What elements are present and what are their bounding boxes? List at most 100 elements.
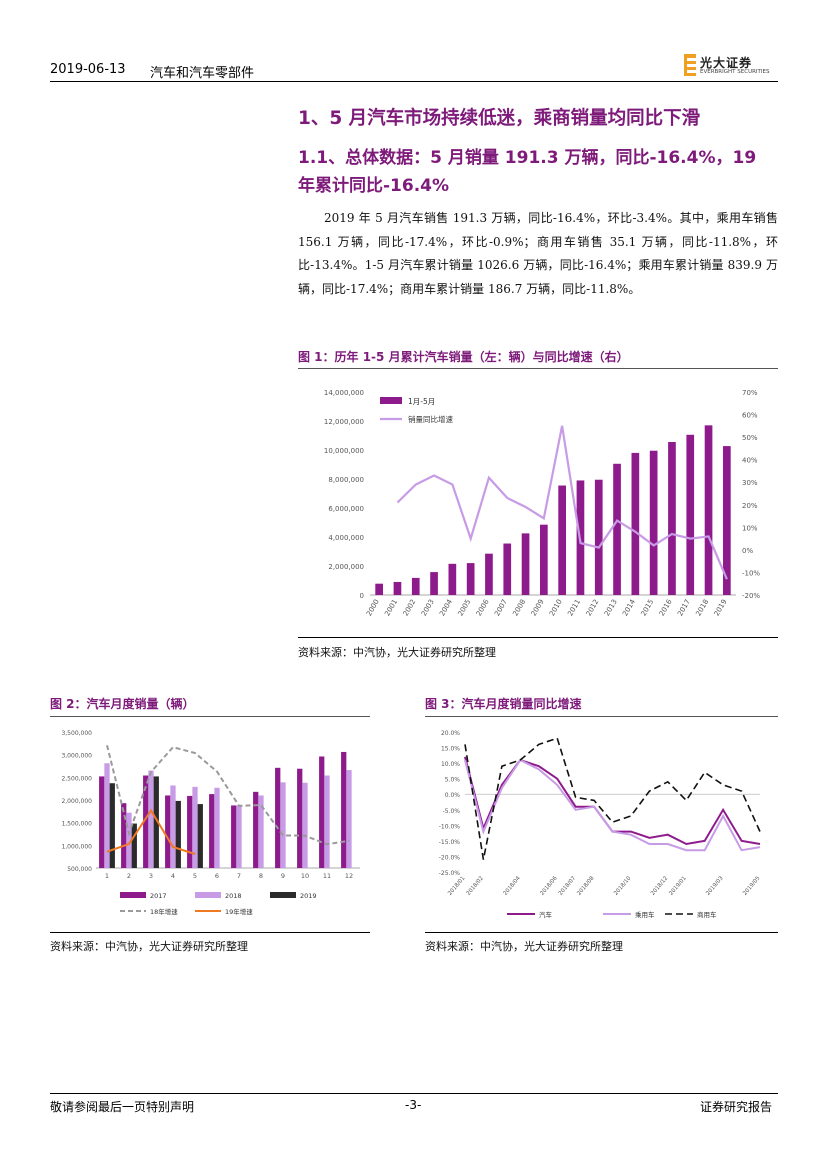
report-date: 2019-06-13 (50, 62, 126, 77)
bar (594, 479, 603, 595)
y-left-tick-label: 1,000,000 (61, 843, 92, 850)
figure-2-top-rule (50, 716, 370, 717)
bar (668, 442, 676, 595)
y-tick-label: -20.0% (439, 854, 461, 861)
logo-mark-icon (684, 54, 696, 76)
x-tick-label: 2009 (530, 598, 546, 617)
bar (540, 524, 548, 595)
bar (253, 791, 259, 868)
legend-swatch-bar (195, 892, 221, 898)
x-tick-label: 11 (323, 872, 331, 880)
x-tick-label: 1 (105, 872, 109, 880)
x-tick-label: 2006 (475, 598, 491, 618)
series-line-2 (464, 758, 761, 852)
bar (231, 805, 237, 868)
legend-label: 2018 (225, 892, 242, 900)
bar (187, 795, 193, 868)
x-tick-label: 9 (281, 872, 285, 880)
logo-text: 光大证券 (700, 56, 753, 70)
bar (631, 452, 640, 595)
legend-label: 乘用车 (635, 910, 655, 919)
x-tick-label: 12 (345, 872, 353, 880)
x-tick-label: 2004 (438, 598, 454, 618)
y-left-tick-label: 3,000,000 (61, 753, 92, 760)
x-tick-label: 2 (127, 872, 131, 880)
y-right-tick-label: 10% (742, 524, 758, 532)
bar (143, 775, 149, 868)
legend-label: 2017 (150, 892, 167, 900)
x-tick-label: 2019/05 (742, 875, 762, 897)
x-tick-label: 10 (301, 872, 309, 880)
y-left-tick-label: 1,500,000 (61, 821, 92, 828)
x-tick-label: 2012 (585, 598, 601, 617)
y-right-tick-label: 30% (742, 479, 758, 487)
bar (613, 463, 621, 595)
x-tick-label: 2018/07 (558, 875, 578, 897)
figure-1-chart: 0 2,000,000 4,000,000 6,000,000 8,000,000 10,… (324, 389, 761, 618)
legend-label: 18年增速 (150, 907, 178, 916)
y-tick-label: -15.0% (439, 839, 461, 846)
figure-3-title: 图 3：汽车月度销量同比增速 (425, 697, 582, 711)
figure-1-title: 图 1：历年 1-5 月累计汽车销量（左：辆）与同比增速（右） (298, 350, 629, 364)
x-tick-label: 6 (215, 872, 219, 880)
x-tick-label: 3 (149, 872, 153, 880)
x-tick-label: 5 (193, 872, 197, 880)
body-paragraph: 2019 年 5 月汽车销售 191.3 万辆，同比-16.4%，环比-3.4%… (298, 211, 778, 296)
bar (126, 812, 132, 868)
bar (346, 770, 352, 868)
bar (503, 543, 512, 595)
bar (165, 795, 171, 868)
x-tick-label: 2018/08 (576, 875, 596, 897)
y-right-tick-label: -10% (742, 569, 760, 577)
y-tick-label: 5.0% (445, 777, 461, 784)
bar (209, 794, 215, 868)
bar (275, 767, 281, 868)
section-title: 1、5 月汽车市场持续低迷，乘商销量均同比下滑 (298, 108, 701, 129)
y-right-tick-label: 20% (742, 502, 758, 510)
figure-1-bottom-rule (298, 637, 778, 638)
x-tick-label: 2018/04 (503, 875, 523, 897)
legend-label: 2019 (300, 892, 317, 900)
bar (148, 770, 154, 868)
x-tick-label: 2001 (383, 598, 399, 617)
x-tick-label: 2018/12 (650, 875, 669, 896)
y-tick-label: 10.0% (441, 761, 460, 768)
y-right-tick-label: 0% (742, 547, 753, 555)
bar (324, 775, 330, 868)
y-left-tick-label: 8,000,000 (328, 476, 364, 484)
bar (319, 756, 325, 868)
bar (197, 804, 203, 868)
bar (393, 581, 402, 595)
y-left-tick-label: 3,500,000 (61, 730, 92, 737)
y-tick-label: -10.0% (439, 823, 461, 830)
legend-label: 商用车 (697, 910, 717, 919)
legend-swatch-bar (380, 397, 402, 404)
header-rule (50, 81, 778, 82)
x-tick-label: 2019 (713, 598, 729, 617)
figure-3-bottom-rule (425, 932, 778, 933)
x-tick-label: 4 (171, 872, 175, 880)
bar (302, 782, 308, 868)
bar (280, 782, 286, 868)
x-tick-label: 2018/06 (539, 875, 559, 897)
bar (430, 572, 438, 595)
figure-2-chart: 500,000 1,000,000 1,500,000 2,000,000 2,500,… (61, 730, 360, 916)
y-left-tick-label: 2,000,000 (328, 563, 364, 571)
bar (723, 446, 731, 595)
footer-report-type: 证券研究报告 (700, 1100, 773, 1114)
x-tick-label: 2014 (621, 598, 637, 618)
bar (686, 434, 695, 595)
logo-subtext: EVERBRIGHT SECURITIES (700, 69, 770, 75)
x-tick-label: 2011 (566, 598, 582, 617)
x-tick-label: 2013 (603, 598, 619, 617)
y-right-tick-label: -20% (742, 592, 760, 600)
series-line-3 (464, 737, 761, 860)
bar (192, 786, 198, 868)
legend-label: 1月-5月 (408, 397, 435, 406)
y-left-tick-label: 4,000,000 (328, 534, 364, 542)
y-tick-label: -25.0% (439, 870, 461, 877)
y-tick-label: 20.0% (441, 730, 460, 737)
legend-label: 销量同比增速 (408, 414, 453, 424)
growth-line (396, 425, 728, 580)
bar (121, 803, 127, 868)
